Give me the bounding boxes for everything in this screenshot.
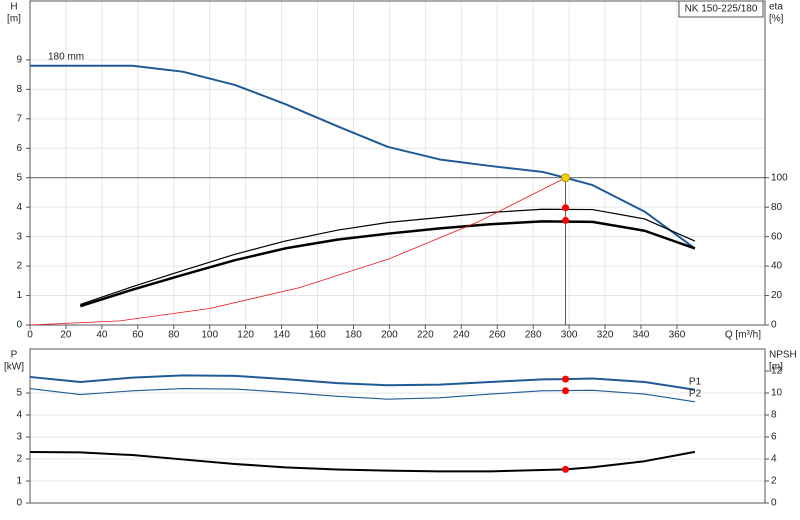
chart-title: NK 150-225/180 <box>685 4 758 15</box>
y2-tick-label: 20 <box>771 290 783 301</box>
y2-tick-label: 0 <box>771 498 777 509</box>
curve <box>80 208 696 305</box>
x-tick-label: 200 <box>381 330 398 341</box>
y-tick-label: 4 <box>16 410 22 421</box>
operating-point <box>561 173 570 183</box>
y2-tick-label: 12 <box>771 366 783 377</box>
y-axis-label: H <box>10 2 17 13</box>
curve <box>29 177 566 326</box>
y2-axis-label: eta <box>769 2 783 13</box>
y-tick-label: 7 <box>16 113 22 124</box>
x-tick-label: 260 <box>489 330 506 341</box>
y2-tick-label: 6 <box>771 432 777 443</box>
y-axis-label: P <box>11 350 18 361</box>
x-tick-label: 300 <box>561 330 578 341</box>
y2-tick-label: 10 <box>771 388 783 399</box>
plot-frame <box>29 0 766 326</box>
y-axis-unit: [m] <box>7 14 21 25</box>
y-tick-label: 1 <box>16 476 22 487</box>
point-marker <box>562 216 570 224</box>
y2-tick-label: 60 <box>771 231 783 242</box>
y2-axis-unit: [%] <box>769 14 784 25</box>
y-axis-unit: [kW] <box>4 362 24 373</box>
y-tick-label: 3 <box>16 231 22 242</box>
x-tick-label: 340 <box>633 330 650 341</box>
x-tick-label: 0 <box>27 330 33 341</box>
y-tick-label: 6 <box>16 143 22 154</box>
curve-label: P1 <box>689 376 702 387</box>
y-tick-label: 2 <box>16 261 22 272</box>
x-tick-label: 360 <box>669 330 686 341</box>
y2-tick-label: 40 <box>771 261 783 272</box>
y2-tick-label: 100 <box>771 172 788 183</box>
x-tick-label: 180 <box>345 330 362 341</box>
x-tick-label: 280 <box>525 330 542 341</box>
point-marker <box>562 375 570 383</box>
x-tick-label: 20 <box>60 330 72 341</box>
curve <box>79 220 696 308</box>
y-tick-label: 5 <box>16 172 22 183</box>
y2-axis-label: NPSH <box>769 350 797 361</box>
y-tick-label: 0 <box>16 320 22 331</box>
x-tick-label: 140 <box>273 330 290 341</box>
x-tick-label: 60 <box>132 330 144 341</box>
curve-label: 180 mm <box>48 51 84 62</box>
curve <box>30 64 696 250</box>
x-tick-label: 320 <box>597 330 614 341</box>
point-marker <box>562 204 570 212</box>
x-tick-label: 120 <box>237 330 254 341</box>
y-tick-label: 9 <box>16 55 22 66</box>
y-tick-label: 5 <box>16 388 22 399</box>
curve <box>29 374 696 391</box>
curve-label: P2 <box>689 388 702 399</box>
curve <box>29 450 696 473</box>
title-box <box>678 0 764 18</box>
point-marker <box>562 465 570 473</box>
x-tick-label: 240 <box>453 330 470 341</box>
x-tick-label: 100 <box>201 330 218 341</box>
x-tick-label: 220 <box>417 330 434 341</box>
x-tick-label: 160 <box>309 330 326 341</box>
x-tick-label: 40 <box>96 330 108 341</box>
y-tick-label: 0 <box>16 498 22 509</box>
y-tick-label: 2 <box>16 454 22 465</box>
y2-tick-label: 2 <box>771 476 777 487</box>
point-marker <box>562 387 570 395</box>
plot-frame <box>29 348 766 504</box>
y-tick-label: 4 <box>16 202 22 213</box>
y2-tick-label: 8 <box>771 410 777 421</box>
y-tick-label: 1 <box>16 290 22 301</box>
y-tick-label: 3 <box>16 432 22 443</box>
curve <box>29 388 695 403</box>
y2-tick-label: 0 <box>771 320 777 331</box>
y2-axis-unit: [m] <box>769 362 783 373</box>
x-tick-label: 80 <box>168 330 180 341</box>
y-tick-label: 8 <box>16 84 22 95</box>
x-axis-label: Q [m³/h] <box>725 330 761 341</box>
y2-tick-label: 4 <box>771 454 777 465</box>
y2-tick-label: 80 <box>771 202 783 213</box>
